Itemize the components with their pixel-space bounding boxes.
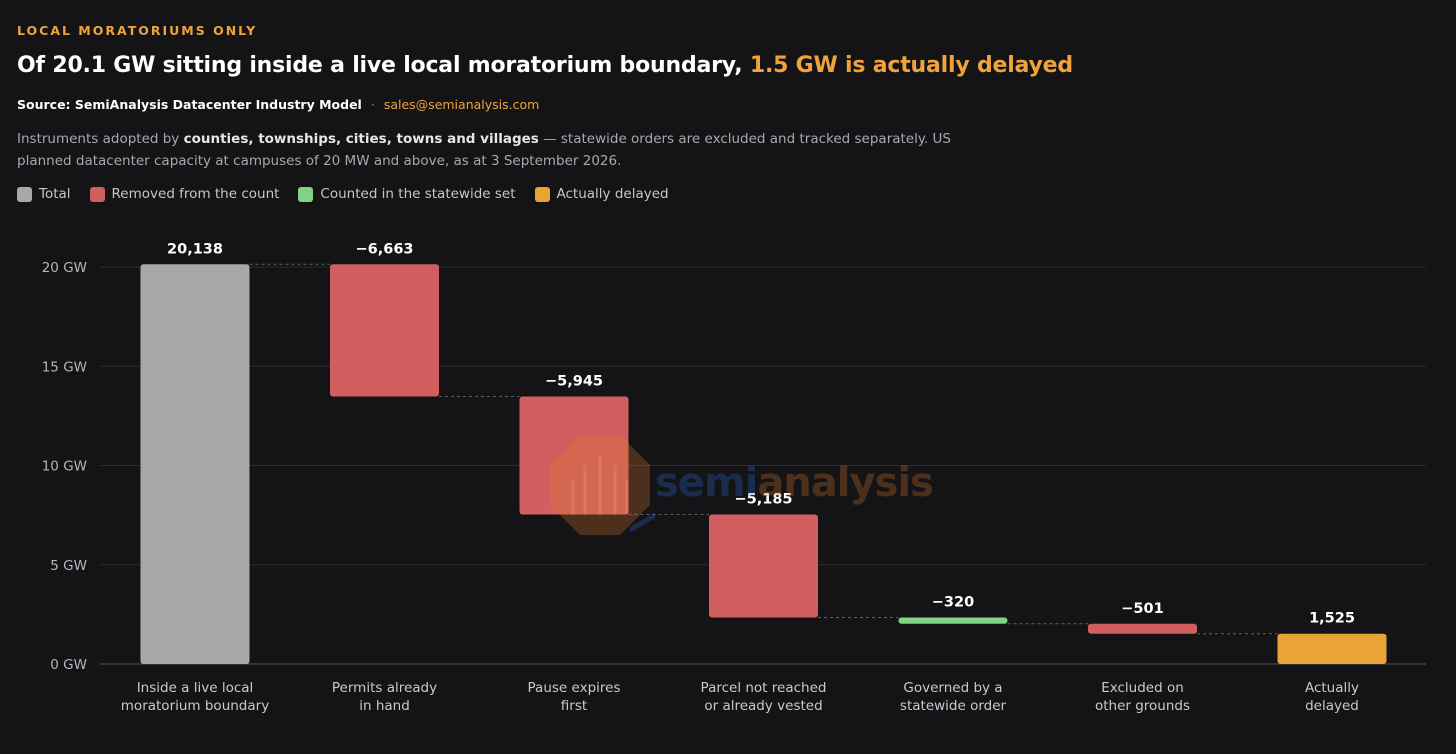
title-main: Of 20.1 GW sitting inside a live local m… [17, 53, 750, 78]
bar-statewide [898, 617, 1008, 624]
y-tick-label: 0 GW [50, 657, 87, 673]
source-text: Source: SemiAnalysis Datacenter Industry… [17, 97, 362, 112]
legend-swatch-statewide [298, 186, 314, 202]
value-label: −6,663 [355, 241, 413, 257]
category-label: Governed by a [903, 680, 1002, 696]
chart-title: Of 20.1 GW sitting inside a live local m… [17, 53, 1073, 78]
watermark-text-b: analysis [757, 460, 934, 506]
y-tick-label: 15 GW [42, 359, 87, 375]
category-label: moratorium boundary [121, 698, 269, 714]
value-label: 20,138 [167, 241, 223, 257]
legend-item-statewide: Counted in the statewide set [298, 186, 516, 202]
bar-removed [709, 514, 818, 618]
desc-bold: counties, townships, cities, towns and v… [183, 131, 539, 147]
legend-item-total: Total [17, 186, 71, 202]
category-label: first [561, 698, 587, 714]
desc-part-2: — statewide orders are excluded and trac… [17, 131, 951, 169]
category-label: statewide order [900, 698, 1007, 714]
bar-removed [330, 264, 439, 397]
legend-item-delayed: Actually delayed [534, 186, 669, 202]
watermark-text: semianalysis [655, 460, 934, 506]
contact-email-link[interactable]: sales@semianalysis.com [383, 97, 540, 112]
legend-swatch-total [17, 186, 32, 202]
bar-delayed [1277, 633, 1387, 664]
bar-removed [1088, 623, 1197, 634]
value-label: −501 [1121, 601, 1163, 617]
y-tick-label: 10 GW [42, 459, 87, 475]
legend-swatch-delayed [534, 186, 550, 202]
category-label: Parcel not reached [701, 680, 827, 696]
bar-removed [519, 396, 629, 515]
value-label: −5,185 [734, 492, 792, 508]
category-label: in hand [359, 698, 410, 714]
category-label: delayed [1305, 698, 1359, 714]
legend: Total Removed from the count Counted in … [17, 186, 688, 202]
y-tick-label: 20 GW [42, 260, 87, 276]
category-label: other grounds [1095, 698, 1190, 714]
value-label: 1,525 [1309, 611, 1355, 627]
title-highlight: 1.5 GW is actually delayed [749, 53, 1073, 78]
y-tick-label: 5 GW [50, 558, 87, 574]
watermark-chip-icon [550, 435, 655, 535]
legend-item-removed: Removed from the count [89, 186, 280, 202]
category-label: Pause expires [528, 680, 621, 696]
chart-description: Instruments adopted by counties, townshi… [17, 128, 987, 172]
watermark-text-a: semi [655, 460, 758, 506]
category-label: or already vested [704, 698, 822, 714]
legend-label: Total [39, 186, 71, 202]
category-label: Inside a live local [137, 680, 254, 696]
category-label: Permits already [332, 680, 437, 696]
legend-label: Counted in the statewide set [320, 186, 516, 202]
value-label: −5,945 [545, 374, 603, 390]
category-label: Excluded on [1101, 680, 1184, 696]
category-label: Actually [1305, 680, 1359, 696]
legend-swatch-removed [89, 186, 105, 202]
eyebrow-label: LOCAL MORATORIUMS ONLY [17, 23, 258, 38]
legend-label: Removed from the count [111, 186, 280, 202]
value-label: −320 [932, 594, 974, 610]
source-line: Source: SemiAnalysis Datacenter Industry… [17, 97, 539, 112]
legend-label: Actually delayed [556, 186, 669, 202]
desc-part-1: Instruments adopted by [17, 131, 184, 147]
watermark-logo: semianalysis [545, 430, 934, 540]
source-separator: · [370, 97, 375, 112]
bar-total [140, 264, 250, 664]
